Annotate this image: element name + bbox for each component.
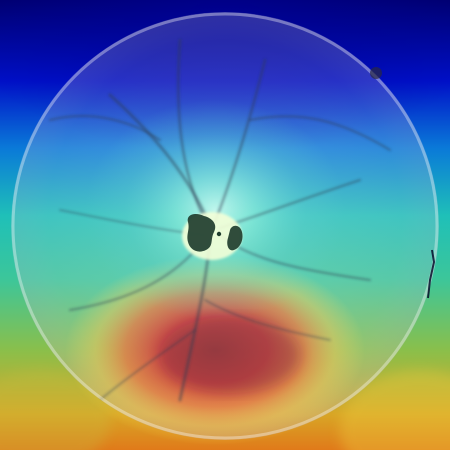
optic-disc-marker-right [227, 225, 243, 251]
edge-artifact [370, 67, 382, 79]
edge-specks [427, 249, 436, 299]
heatmap-warm-corner-right [340, 370, 450, 450]
optic-disc-marker-dot [216, 231, 222, 237]
optic-disc-marker-left [187, 214, 216, 252]
